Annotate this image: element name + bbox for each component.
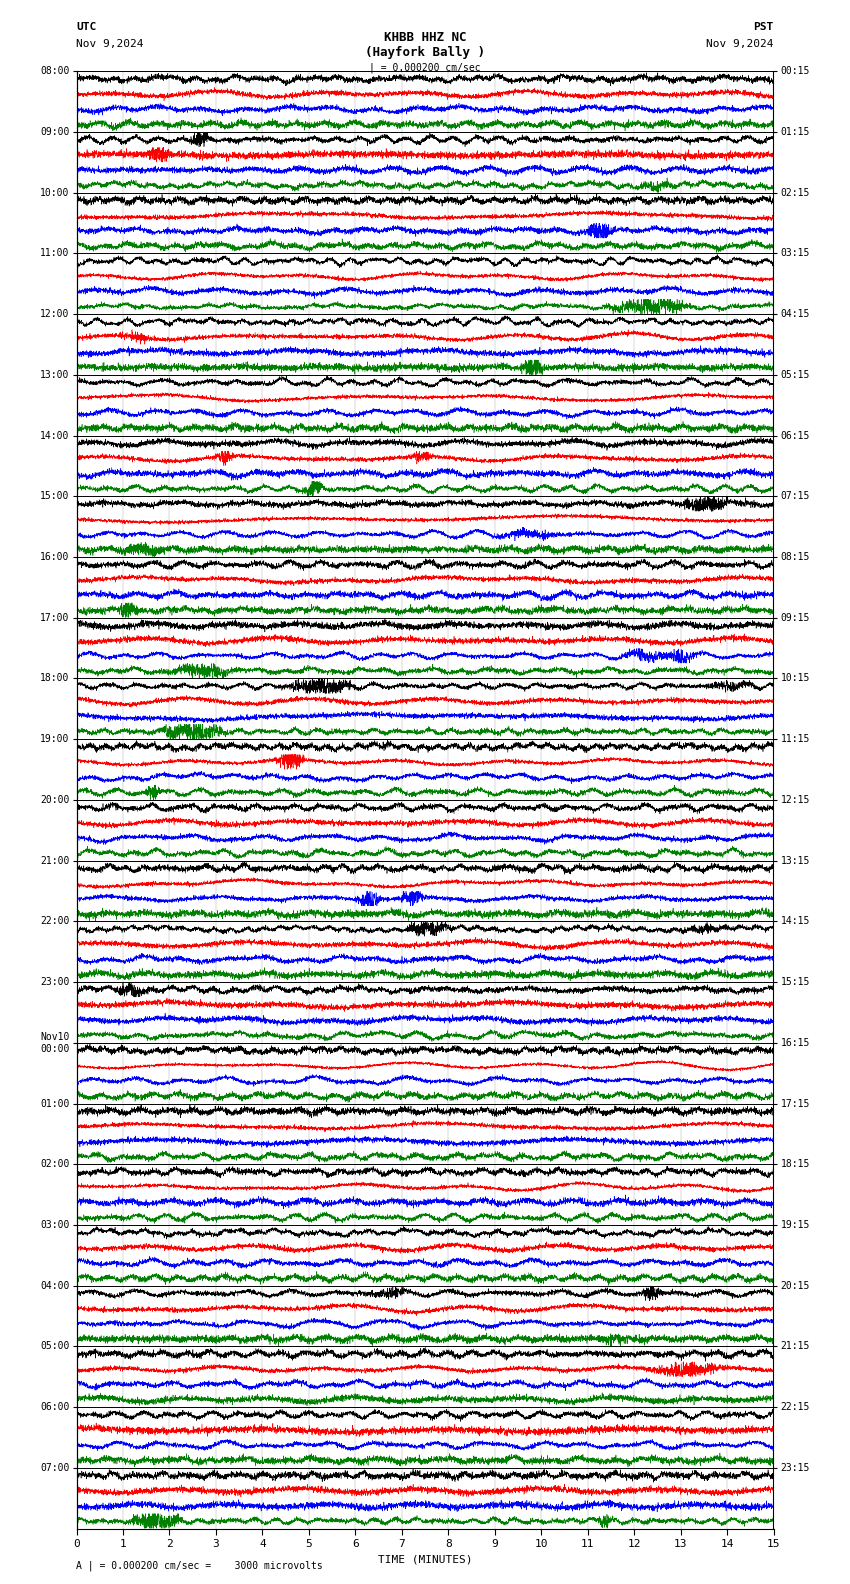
Text: | = 0.000200 cm/sec: | = 0.000200 cm/sec xyxy=(369,62,481,73)
Text: PST: PST xyxy=(753,22,774,32)
X-axis label: TIME (MINUTES): TIME (MINUTES) xyxy=(377,1554,473,1565)
Text: UTC: UTC xyxy=(76,22,97,32)
Text: KHBB HHZ NC: KHBB HHZ NC xyxy=(383,30,467,43)
Text: A | = 0.000200 cm/sec =    3000 microvolts: A | = 0.000200 cm/sec = 3000 microvolts xyxy=(76,1560,323,1571)
Text: Nov 9,2024: Nov 9,2024 xyxy=(76,40,144,49)
Text: (Hayfork Bally ): (Hayfork Bally ) xyxy=(365,46,485,59)
Text: Nov 9,2024: Nov 9,2024 xyxy=(706,40,774,49)
